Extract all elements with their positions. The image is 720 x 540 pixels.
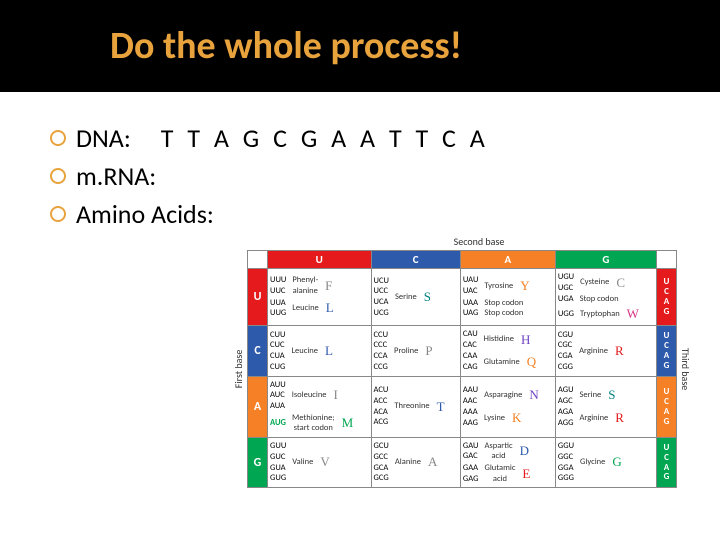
row-head-G: G <box>248 437 268 488</box>
col-head-U: U <box>268 251 372 269</box>
third-head-U: UCAG <box>657 269 677 326</box>
first-base-label: First base <box>230 250 247 488</box>
third-head-A: UCAG <box>657 376 677 437</box>
col-head-G: G <box>555 251 656 269</box>
dna-sequence: T T A G C G A A T T C A <box>161 122 489 154</box>
corner-cell <box>248 251 268 269</box>
mrna-label: m.RNA: <box>76 160 156 192</box>
cell-UC: UCUUCCUCAUCGSerineS <box>371 269 460 326</box>
cell-AA: AAUAACAsparagineNAAAAAGLysineK <box>460 376 555 437</box>
cell-UA: UAUUACTyrosineYUAAUAGStop codonStop codo… <box>460 269 555 326</box>
cell-UU: UUUUUCPhenyl-alanineFUUAUUGLeucineL <box>268 269 372 326</box>
cell-CC: CCUCCCCCACCGProlineP <box>371 326 460 377</box>
cell-GA: GAUGACAsparticacidDGAAGAGGlutamicacidE <box>460 437 555 488</box>
dna-label: DNA: <box>76 122 131 154</box>
cell-CU: CUUCUCCUACUGLeucineL <box>268 326 372 377</box>
content-area: DNA: T T A G C G A A T T C A m.RNA: Amin… <box>0 92 720 230</box>
cell-AC: ACUACCACAACGThreonineT <box>371 376 460 437</box>
amino-label: Amino Acids: <box>76 198 214 230</box>
second-base-label: Second base <box>230 235 700 248</box>
third-head-G: UCAG <box>657 437 677 488</box>
col-head-A: A <box>460 251 555 269</box>
cell-UG: UGUUGCCysteineCUGAStop codonUGGTryptopha… <box>555 269 656 326</box>
col-head-C: C <box>371 251 460 269</box>
bullet-icon <box>50 206 66 222</box>
cell-AU: AUUAUCAUAIsoleucineIAUGMethionine;start … <box>268 376 372 437</box>
bullet-mrna: m.RNA: <box>50 160 670 192</box>
row-head-C: C <box>248 326 268 377</box>
corner-cell <box>657 251 677 269</box>
cell-AG: AGUAGCSerineSAGAAGGArginineR <box>555 376 656 437</box>
codon-table: Second base First base UCAGUUUUUUCPhenyl… <box>230 235 700 488</box>
cell-GC: GCUGCCGCAGCGAlanineA <box>371 437 460 488</box>
bullet-icon <box>50 130 66 146</box>
bullet-dna: DNA: T T A G C G A A T T C A <box>50 122 670 154</box>
third-base-label: Third base <box>677 250 694 488</box>
slide-title: Do the whole process! <box>110 23 462 69</box>
cell-GG: GGUGGCGGAGGGGlycineG <box>555 437 656 488</box>
codon-grid: UCAGUUUUUUCPhenyl-alanineFUUAUUGLeucineL… <box>247 250 677 488</box>
cell-GU: GUUGUCGUAGUGValineV <box>268 437 372 488</box>
cell-CA: CAUCACHistidineHCAACAGGlutamineQ <box>460 326 555 377</box>
row-head-U: U <box>248 269 268 326</box>
cell-CG: CGUCGCCGACGGArginineR <box>555 326 656 377</box>
bullet-icon <box>50 168 66 184</box>
title-bar: Do the whole process! <box>0 0 720 92</box>
row-head-A: A <box>248 376 268 437</box>
third-head-C: UCAG <box>657 326 677 377</box>
bullet-amino: Amino Acids: <box>50 198 670 230</box>
